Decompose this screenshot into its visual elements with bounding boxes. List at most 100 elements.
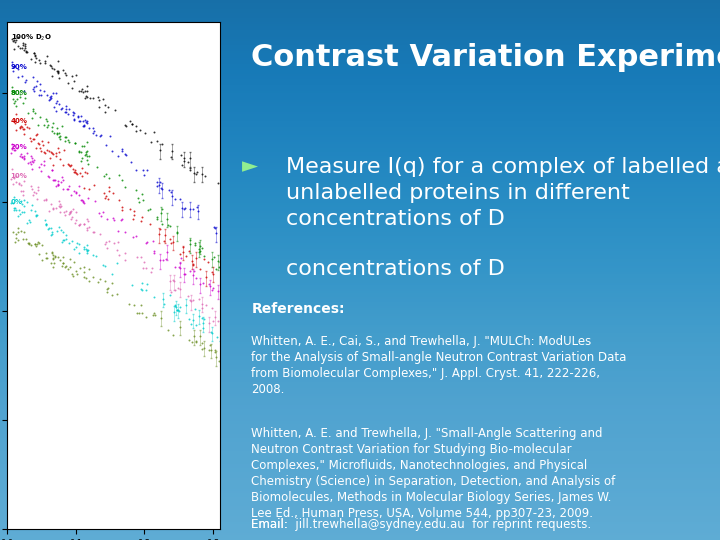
- Point: [5, 198, 17, 207]
- Point: [40, 248, 52, 257]
- Point: [210, 346, 221, 355]
- Point: [12, 235, 23, 244]
- Point: [45, 153, 56, 162]
- Point: [50, 89, 61, 97]
- Point: [28, 83, 40, 91]
- Point: [10, 233, 22, 242]
- Point: [88, 227, 99, 236]
- Point: [107, 213, 119, 222]
- Point: [69, 218, 81, 227]
- Point: [34, 56, 45, 65]
- Point: [78, 220, 90, 228]
- Point: [78, 168, 90, 177]
- Point: [66, 212, 78, 221]
- Point: [189, 305, 200, 314]
- Point: [94, 96, 105, 105]
- Point: [8, 206, 19, 214]
- Point: [148, 249, 160, 258]
- Point: [43, 206, 55, 215]
- Point: [169, 263, 181, 272]
- Text: Email:: Email:: [251, 518, 296, 531]
- Point: [19, 44, 31, 52]
- Point: [35, 91, 47, 99]
- Text: References:: References:: [251, 302, 345, 316]
- Point: [170, 194, 181, 203]
- Point: [25, 136, 37, 145]
- Point: [81, 248, 93, 257]
- Point: [68, 244, 80, 253]
- Point: [51, 130, 63, 138]
- Point: [28, 87, 40, 96]
- Point: [54, 131, 66, 140]
- Point: [174, 249, 186, 258]
- Point: [167, 238, 179, 246]
- Point: [203, 280, 215, 289]
- Point: [151, 215, 163, 224]
- Point: [40, 57, 51, 65]
- Point: [8, 227, 19, 236]
- Point: [78, 141, 90, 150]
- Point: [208, 252, 220, 261]
- Point: [156, 208, 167, 217]
- Point: [63, 160, 74, 168]
- Point: [68, 165, 79, 173]
- Point: [186, 320, 197, 329]
- Point: [214, 336, 225, 345]
- Point: [41, 146, 53, 154]
- Point: [53, 99, 65, 108]
- Point: [40, 219, 52, 228]
- Point: [35, 144, 46, 152]
- Point: [70, 138, 81, 147]
- Point: [60, 104, 72, 113]
- Point: [27, 154, 38, 163]
- Point: [204, 282, 215, 291]
- Point: [19, 119, 31, 128]
- Point: [103, 174, 114, 183]
- Point: [136, 190, 148, 199]
- Point: [33, 249, 45, 258]
- Point: [65, 207, 76, 216]
- Point: [15, 180, 27, 189]
- Text: 10%: 10%: [11, 173, 27, 179]
- Point: [147, 310, 158, 319]
- Point: [180, 203, 192, 212]
- Point: [61, 184, 73, 193]
- Point: [183, 292, 194, 300]
- Point: [104, 187, 115, 195]
- Point: [161, 247, 173, 256]
- Point: [45, 148, 56, 157]
- Point: [54, 255, 66, 264]
- Point: [171, 302, 182, 311]
- Point: [130, 126, 142, 135]
- Point: [55, 134, 66, 143]
- Point: [57, 238, 68, 246]
- Point: [70, 242, 81, 251]
- Point: [60, 206, 72, 215]
- Point: [51, 96, 63, 105]
- Point: [148, 293, 160, 302]
- Point: [42, 90, 53, 99]
- Point: [142, 238, 153, 247]
- Point: [35, 147, 47, 156]
- Point: [76, 153, 87, 162]
- Point: [99, 261, 111, 270]
- Point: [194, 265, 205, 273]
- Point: [27, 73, 39, 82]
- Point: [80, 87, 91, 96]
- Point: [52, 57, 63, 65]
- Point: [21, 149, 32, 158]
- Point: [84, 94, 96, 103]
- Point: [176, 160, 188, 169]
- Point: [48, 204, 59, 212]
- Point: [132, 193, 144, 202]
- Point: [179, 157, 190, 165]
- Point: [18, 196, 30, 205]
- Point: [52, 180, 63, 189]
- Point: [62, 110, 73, 119]
- Point: [39, 216, 50, 225]
- Point: [151, 213, 163, 221]
- Point: [6, 35, 18, 43]
- Point: [171, 229, 183, 238]
- Point: [46, 166, 58, 174]
- Point: [156, 185, 167, 193]
